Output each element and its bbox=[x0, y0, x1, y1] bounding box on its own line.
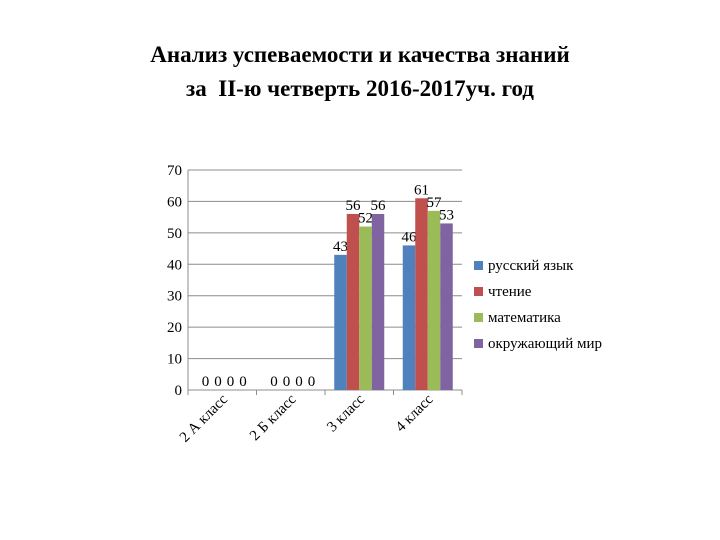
y-tick-label: 70 bbox=[167, 163, 182, 179]
legend-swatch bbox=[474, 287, 483, 296]
bar bbox=[371, 214, 385, 390]
data-label: 0 bbox=[214, 374, 222, 390]
legend-swatch bbox=[474, 339, 483, 348]
y-tick-label: 0 bbox=[175, 383, 183, 399]
bar bbox=[427, 210, 441, 390]
x-tick-label: 4 класс bbox=[393, 391, 437, 435]
legend-label: русский язык bbox=[488, 258, 574, 274]
bar bbox=[359, 226, 372, 390]
data-label: 57 bbox=[427, 195, 443, 211]
y-tick-label: 60 bbox=[167, 194, 182, 210]
chart-title: Анализ успеваемости и качества знаний за… bbox=[0, 38, 720, 106]
legend-label: окружающий мир bbox=[488, 336, 602, 352]
data-label: 0 bbox=[295, 374, 303, 390]
bar bbox=[415, 198, 428, 390]
data-label: 0 bbox=[202, 374, 210, 390]
data-label: 56 bbox=[371, 198, 387, 214]
y-tick-label: 40 bbox=[167, 257, 182, 273]
data-label: 0 bbox=[270, 374, 278, 390]
legend-label: чтение bbox=[488, 284, 532, 300]
data-label: 0 bbox=[227, 374, 235, 390]
data-label: 0 bbox=[308, 374, 316, 390]
data-label: 0 bbox=[239, 374, 247, 390]
data-label: 46 bbox=[402, 229, 418, 245]
legend-label: математика bbox=[488, 310, 561, 326]
bar bbox=[440, 223, 453, 390]
y-tick-label: 30 bbox=[167, 289, 182, 305]
data-label: 52 bbox=[358, 211, 373, 227]
legend-swatch bbox=[474, 313, 483, 322]
bar bbox=[346, 214, 360, 390]
x-tick-label: 3 класс bbox=[324, 391, 368, 435]
y-tick-label: 50 bbox=[167, 226, 182, 242]
bar bbox=[334, 254, 347, 390]
title-line-1: Анализ успеваемости и качества знаний bbox=[150, 42, 570, 67]
data-label: 0 bbox=[283, 374, 291, 390]
data-label: 53 bbox=[439, 207, 454, 223]
x-tick-label: 2 А класс bbox=[177, 391, 231, 445]
y-tick-label: 20 bbox=[167, 320, 182, 336]
legend-swatch bbox=[474, 261, 483, 270]
data-label: 56 bbox=[346, 198, 362, 214]
data-label: 61 bbox=[414, 182, 429, 198]
x-tick-label: 2 Б класс bbox=[247, 391, 300, 444]
bar bbox=[402, 245, 416, 390]
y-tick-label: 10 bbox=[167, 352, 182, 368]
title-line-2: за II-ю четверть 2016-2017уч. год bbox=[186, 76, 534, 101]
data-label: 43 bbox=[333, 239, 348, 255]
